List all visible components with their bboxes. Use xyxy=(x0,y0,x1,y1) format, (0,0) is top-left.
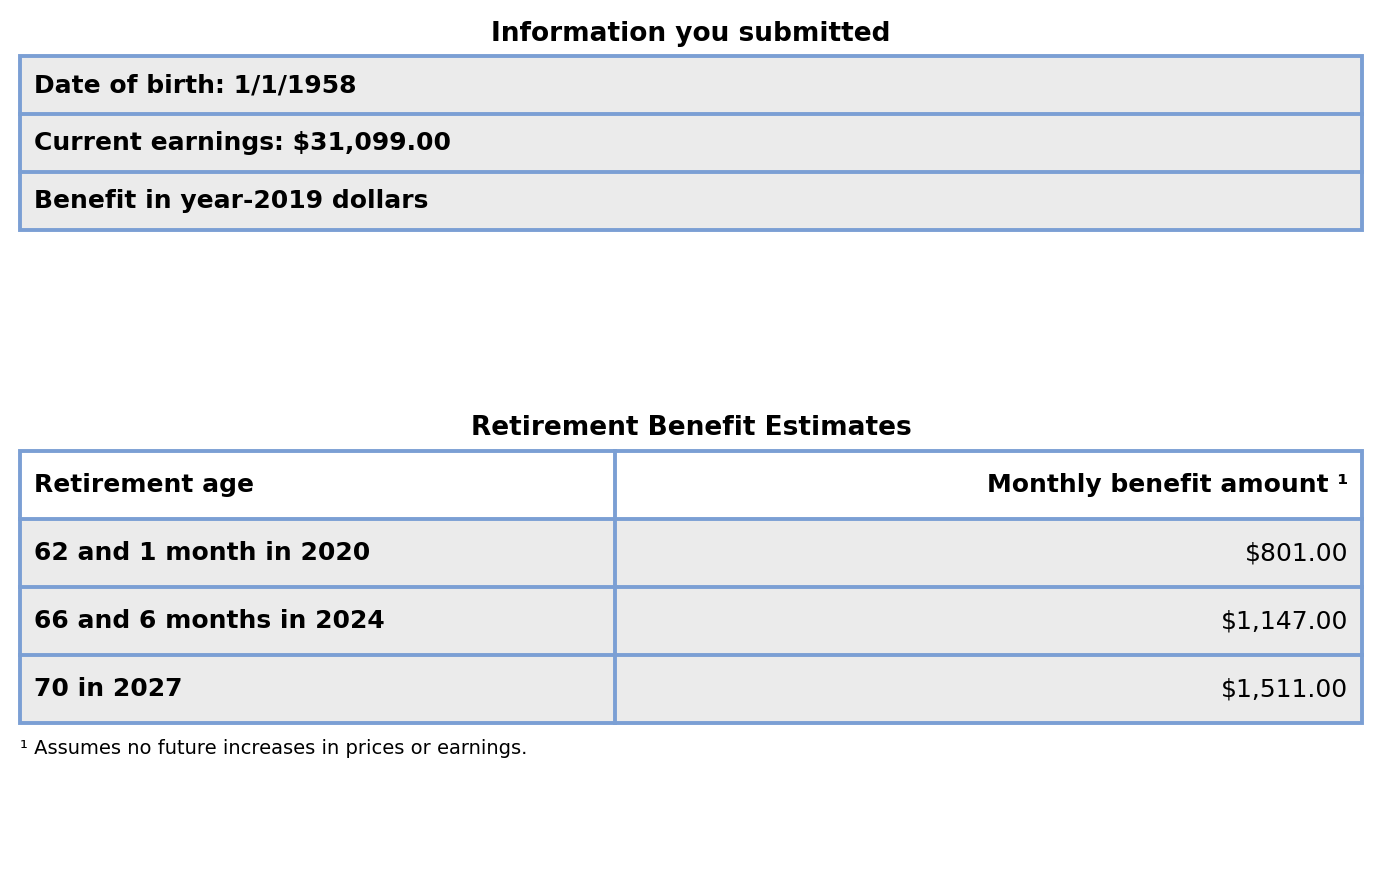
Text: Benefit in year-2019 dollars: Benefit in year-2019 dollars xyxy=(35,189,428,213)
Bar xyxy=(19,56,1363,230)
Bar xyxy=(19,56,1363,114)
Bar xyxy=(19,172,1363,230)
Text: 66 and 6 months in 2024: 66 and 6 months in 2024 xyxy=(35,609,384,633)
Bar xyxy=(19,655,1363,723)
Text: Date of birth: 1/1/1958: Date of birth: 1/1/1958 xyxy=(35,73,357,97)
Text: Monthly benefit amount ¹: Monthly benefit amount ¹ xyxy=(987,473,1347,497)
Text: 62 and 1 month in 2020: 62 and 1 month in 2020 xyxy=(35,541,370,565)
Text: 70 in 2027: 70 in 2027 xyxy=(35,677,182,701)
Bar xyxy=(19,114,1363,172)
Text: Information you submitted: Information you submitted xyxy=(491,21,891,47)
Text: Retirement Benefit Estimates: Retirement Benefit Estimates xyxy=(471,415,911,441)
Text: Current earnings: $31,099.00: Current earnings: $31,099.00 xyxy=(35,131,451,155)
Text: Retirement age: Retirement age xyxy=(35,473,254,497)
Bar xyxy=(19,519,1363,587)
Bar xyxy=(19,451,1363,519)
Text: $1,147.00: $1,147.00 xyxy=(1220,609,1347,633)
Bar xyxy=(19,587,1363,655)
Text: $801.00: $801.00 xyxy=(1245,541,1347,565)
Bar xyxy=(19,451,1363,723)
Text: $1,511.00: $1,511.00 xyxy=(1220,677,1347,701)
Text: ¹ Assumes no future increases in prices or earnings.: ¹ Assumes no future increases in prices … xyxy=(19,739,528,758)
